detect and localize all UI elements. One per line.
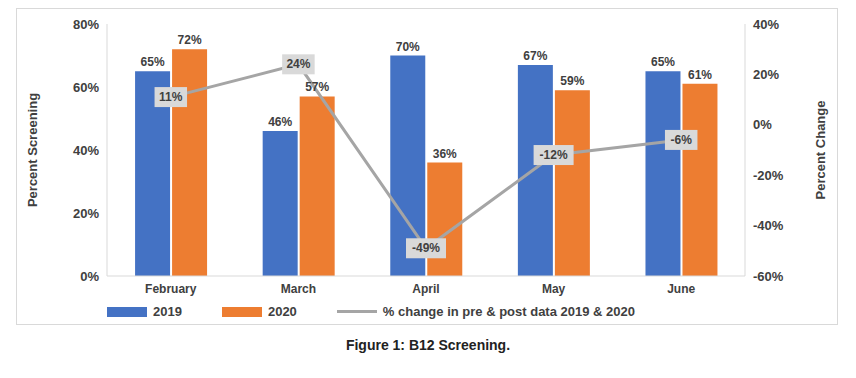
svg-text:70%: 70% — [396, 40, 420, 54]
svg-text:0%: 0% — [753, 117, 772, 132]
svg-text:20%: 20% — [73, 206, 99, 221]
svg-text:65%: 65% — [651, 55, 675, 69]
svg-text:0%: 0% — [80, 269, 99, 284]
svg-text:67%: 67% — [523, 49, 547, 63]
svg-text:57%: 57% — [305, 80, 329, 94]
svg-text:40%: 40% — [753, 17, 779, 32]
svg-text:-60%: -60% — [753, 269, 784, 284]
svg-text:36%: 36% — [433, 147, 457, 161]
html-text:2020: 2020 — [267, 304, 297, 319]
svg-text:-20%: -20% — [753, 168, 784, 183]
svg-text:40%: 40% — [73, 143, 99, 158]
svg-text:February: February — [145, 282, 197, 296]
svg-text:65%: 65% — [141, 55, 165, 69]
svg-text:72%: 72% — [178, 33, 202, 47]
svg-text:60%: 60% — [73, 80, 99, 95]
html-text:% change in pre & post data 20: % change in pre & post data 2019 & 2020 — [382, 304, 635, 319]
svg-text:-40%: -40% — [753, 218, 784, 233]
svg-text:April: April — [412, 282, 439, 296]
svg-text:June: June — [667, 282, 695, 296]
svg-text:80%: 80% — [73, 17, 99, 32]
svg-text:46%: 46% — [268, 115, 292, 129]
svg-text:-49%: -49% — [412, 241, 440, 255]
svg-text:61%: 61% — [688, 68, 712, 82]
svg-text:24%: 24% — [286, 57, 310, 71]
svg-text:Percent Change: Percent Change — [813, 101, 828, 200]
svg-text:Percent Screening: Percent Screening — [25, 93, 40, 207]
svg-text:20%: 20% — [753, 67, 779, 82]
html-text:2019: 2019 — [153, 304, 182, 319]
html-text:Figure 1: B12 Screening.: Figure 1: B12 Screening. — [345, 337, 511, 353]
svg-text:-6%: -6% — [671, 133, 693, 147]
svg-text:May: May — [542, 282, 566, 296]
svg-text:-12%: -12% — [540, 148, 568, 162]
svg-text:59%: 59% — [560, 74, 584, 88]
svg-text:March: March — [281, 282, 316, 296]
svg-text:11%: 11% — [159, 90, 183, 104]
